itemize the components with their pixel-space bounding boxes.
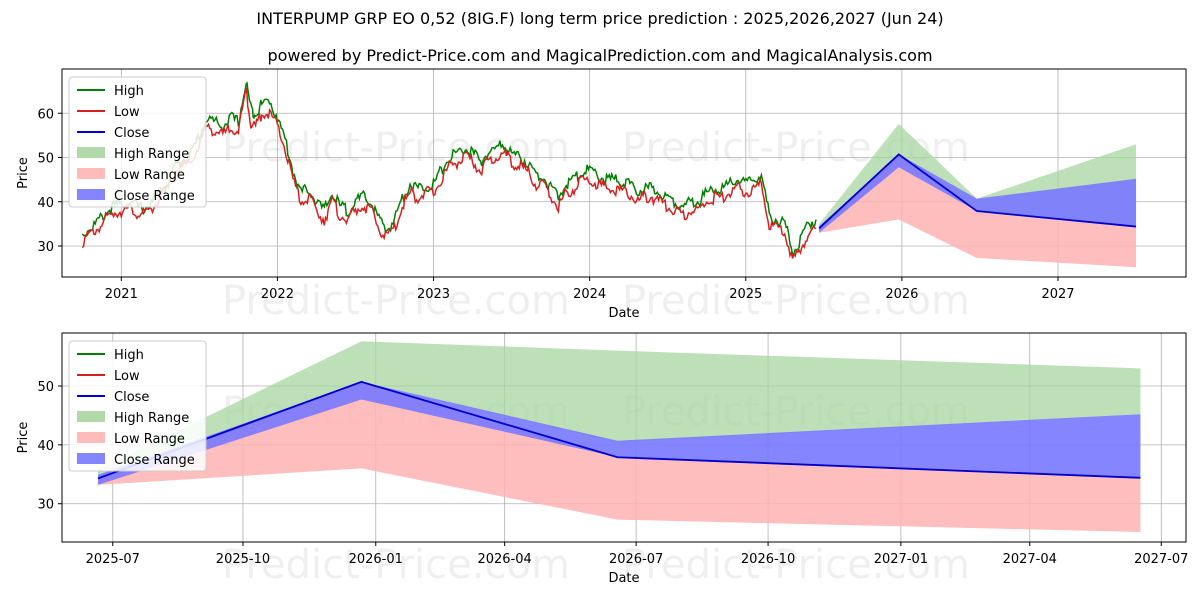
close-range-area [819,154,1137,233]
legend-label: Low [114,105,140,120]
legend-label: High Range [114,411,189,426]
x-tick-label: 2025-07 [86,552,140,567]
y-tick-label: 50 [37,380,54,395]
legend-patch-swatch [77,453,105,464]
x-tick-label: 2026-07 [609,552,663,567]
x-tick-label: 2026-04 [477,552,531,567]
legend-label: Close [114,126,149,141]
x-tick-label: 2027-01 [874,552,928,567]
legend-label: Close Range [114,189,195,204]
plot-frame [61,332,1187,543]
y-tick-label: 30 [37,240,54,255]
legend-patch-swatch [77,189,105,200]
legend-label: Low Range [114,168,185,183]
watermark-text: Predict-Price.com [622,278,970,324]
close-forecast-line [818,153,1137,229]
x-tick-label: 2023 [417,287,450,302]
close-range-area [98,381,1141,485]
x-tick-label: 2026-10 [741,552,795,567]
legend-label: Close [114,390,149,405]
x-tick-label: 2024 [573,287,606,302]
watermark-text: Predict-Price.com [222,542,570,588]
y-axis-label: Price [16,422,31,454]
x-tick-label: 2026 [885,287,918,302]
y-tick-label: 40 [37,439,54,454]
low-range-area [819,154,1137,268]
x-axis-label: Date [608,571,639,586]
legend-patch-swatch [77,168,105,179]
x-tick-label: 2027 [1041,287,1074,302]
close-forecast-line [97,380,1141,480]
legend-label: High [114,84,144,99]
legend-label: Low [114,369,140,384]
x-tick-label: 2026-01 [349,552,403,567]
legend-patch-swatch [77,432,105,443]
legend-label: Close Range [114,453,195,468]
legend-label: High [114,348,144,363]
legend-patch-swatch [77,411,105,422]
chart-title: INTERPUMP GRP EO 0,52 (8IG.F) long term … [256,9,944,28]
y-tick-label: 50 [37,152,54,167]
low-range-area [98,381,1141,532]
x-tick-label: 2022 [261,287,294,302]
high-range-area [98,341,1141,478]
x-tick-label: 2027-07 [1134,552,1188,567]
x-axis-label: Date [608,306,639,321]
legend-patch-swatch [77,147,105,158]
x-tick-label: 2027-04 [1003,552,1057,567]
x-tick-label: 2025-10 [216,552,270,567]
plot-frame [61,68,1187,278]
y-axis-label: Price [16,157,31,189]
watermark-text: Predict-Price.com [222,125,570,171]
x-tick-label: 2025 [729,287,762,302]
watermark-text: Predict-Price.com [222,278,570,324]
x-tick-label: 2021 [105,287,138,302]
y-tick-label: 40 [37,196,54,211]
y-tick-label: 60 [37,107,54,122]
legend-label: High Range [114,147,189,162]
watermark-text: Predict-Price.com [622,542,970,588]
legend-label: Low Range [114,432,185,447]
chart-subtitle: powered by Predict-Price.com and Magical… [267,46,933,65]
y-tick-label: 30 [37,498,54,513]
